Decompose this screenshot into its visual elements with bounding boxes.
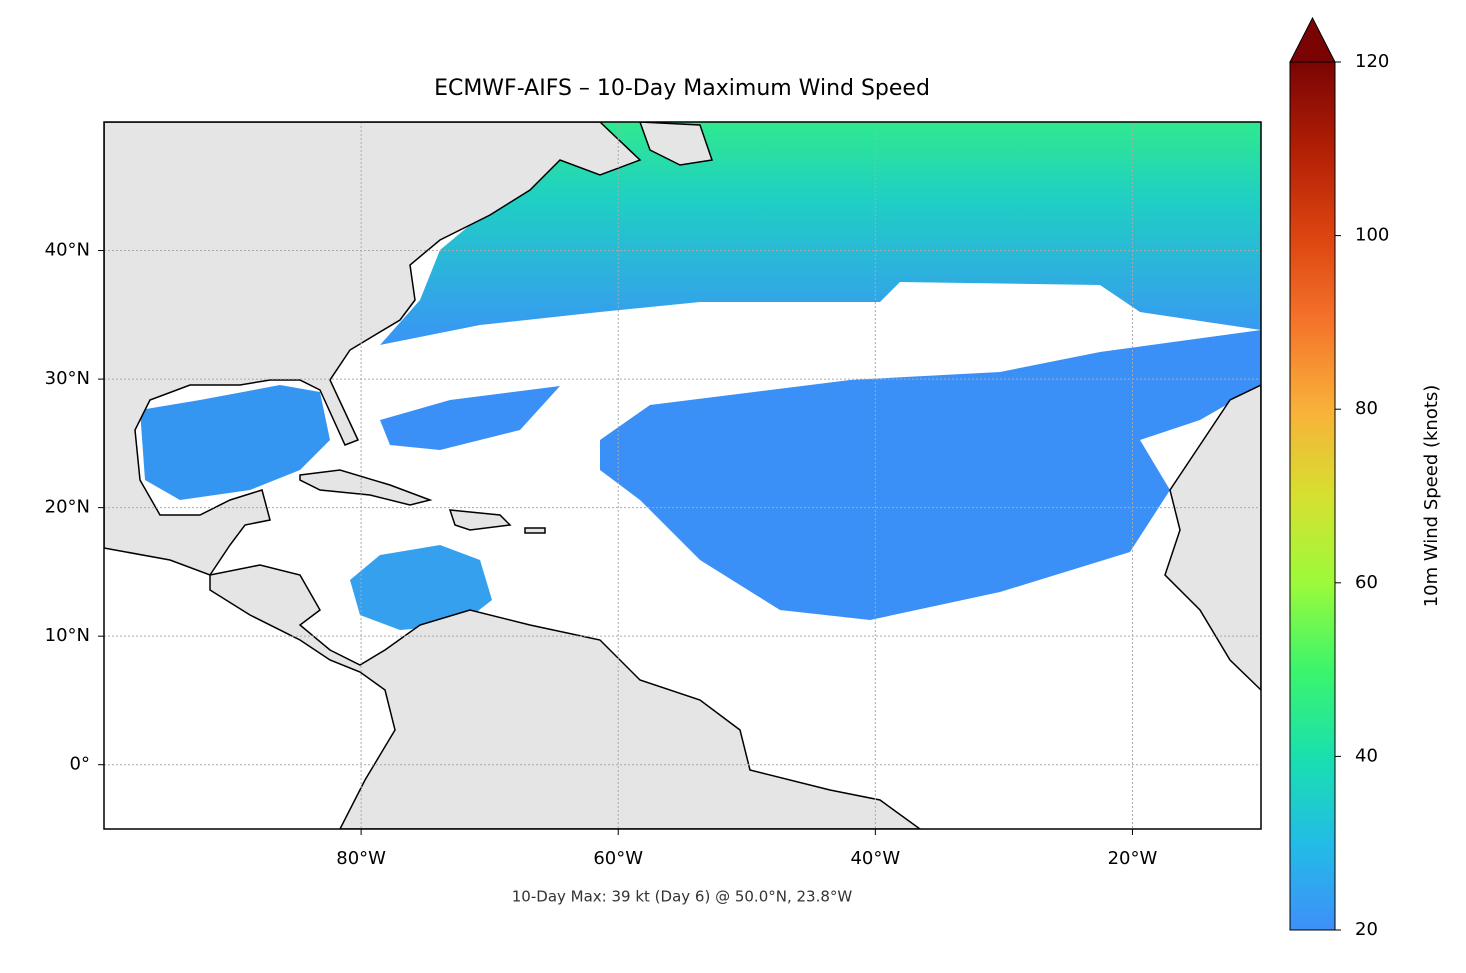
colorbar-tick-label: 60 <box>1355 572 1378 593</box>
plot-frame <box>103 121 1262 830</box>
x-tick-label: 60°W <box>593 848 643 869</box>
x-tick-label: 40°W <box>850 848 900 869</box>
colorbar-scale <box>1290 62 1335 930</box>
y-tick-label: 20°N <box>45 497 90 518</box>
central-south-america <box>209 564 922 829</box>
map-area <box>104 122 1261 829</box>
y-tick-label: 10°N <box>45 625 90 646</box>
wind-field <box>140 385 330 500</box>
annotation: 10-Day Max: 39 kt (Day 6) @ 50.0°N, 23.8… <box>512 888 853 906</box>
puerto-rico <box>524 527 546 534</box>
colorbar-tick-label: 20 <box>1355 919 1378 940</box>
colorbar-label: 10m Wind Speed (knots) <box>1421 385 1442 608</box>
x-tick-label: 80°W <box>336 848 386 869</box>
colorbar-tick-label: 100 <box>1355 225 1389 246</box>
cuba <box>299 469 433 506</box>
y-tick-label: 30°N <box>45 368 90 389</box>
hispaniola <box>448 509 512 531</box>
colorbar-frame <box>1289 61 1336 931</box>
x-tick-label: 20°W <box>1108 848 1158 869</box>
wind-field <box>350 545 492 630</box>
wind-field <box>380 122 1261 345</box>
grid <box>104 122 1261 829</box>
y-tick-label: 40°N <box>45 240 90 261</box>
wind-field <box>600 330 1261 620</box>
chart-title: ECMWF-AIFS – 10-Day Maximum Wind Speed <box>434 76 930 101</box>
africa <box>1164 384 1261 692</box>
colorbar-tick-label: 120 <box>1355 51 1389 72</box>
wind-field <box>380 386 560 450</box>
colorbar-extend <box>1289 16 1336 63</box>
y-tick-label: 0° <box>70 754 90 775</box>
colorbar: 20 40 60 80 100 120 <box>1289 16 1389 940</box>
colorbar-tick-label: 80 <box>1355 398 1378 419</box>
newfoundland <box>639 122 713 166</box>
north-america <box>104 122 642 576</box>
colorbar-tick-label: 40 <box>1355 745 1378 766</box>
